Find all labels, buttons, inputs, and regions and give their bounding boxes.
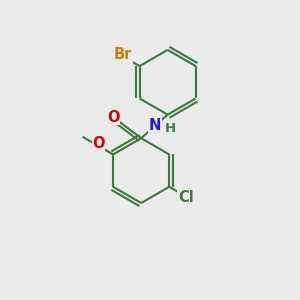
Text: Cl: Cl xyxy=(178,190,194,205)
Text: H: H xyxy=(165,122,176,135)
Text: O: O xyxy=(107,110,120,124)
Text: O: O xyxy=(92,136,105,152)
Text: Br: Br xyxy=(114,47,132,62)
Text: N: N xyxy=(149,118,161,134)
